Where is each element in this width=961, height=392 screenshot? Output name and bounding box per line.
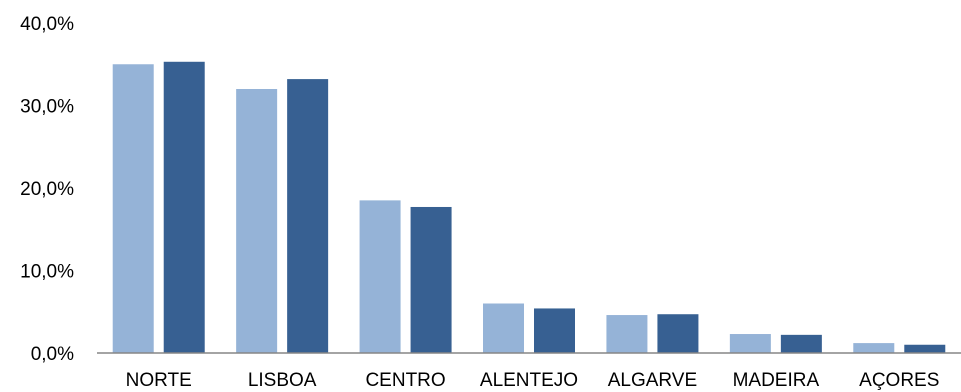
bar-algarve-series-1 — [606, 315, 648, 353]
x-category-label: MADEIRA — [733, 370, 820, 391]
bars — [112, 61, 946, 354]
bar-algarve-series-2 — [657, 314, 699, 353]
y-tick-label: 10,0% — [20, 262, 74, 283]
bar-madeira-series-2 — [780, 334, 822, 353]
y-tick-label: 30,0% — [20, 97, 74, 118]
bar-lisboa-series-2 — [287, 79, 329, 353]
y-tick-label: 40,0% — [20, 14, 74, 35]
x-category-label: LISBOA — [248, 370, 317, 391]
bar-lisboa-series-1 — [236, 89, 278, 353]
y-tick-label: 20,0% — [20, 179, 74, 200]
x-category-label: ALGARVE — [608, 370, 697, 391]
x-category-label: NORTE — [126, 370, 192, 391]
bar-norte-series-1 — [112, 64, 154, 353]
x-category-label: ALENTEJO — [480, 370, 578, 391]
bar-alentejo-series-1 — [483, 303, 524, 353]
bar-norte-series-2 — [163, 61, 205, 354]
bar-centro-series-2 — [410, 206, 452, 353]
bar-madeira-series-1 — [729, 334, 771, 353]
bar-açores-series-1 — [853, 343, 895, 353]
x-category-label: AÇORES — [859, 370, 939, 391]
y-axis: 0,0% 10,0% 20,0% 30,0% 40,0% — [20, 14, 74, 365]
x-category-label: CENTRO — [365, 370, 445, 391]
bar-açores-series-2 — [904, 344, 946, 353]
x-axis-labels: NORTE LISBOA CENTRO ALENTEJO ALGARVE MADEIRA A… — [126, 370, 940, 391]
y-tick-label: 0,0% — [31, 344, 74, 365]
bar-centro-series-1 — [359, 200, 401, 353]
bar-alentejo-series-2 — [534, 308, 575, 353]
